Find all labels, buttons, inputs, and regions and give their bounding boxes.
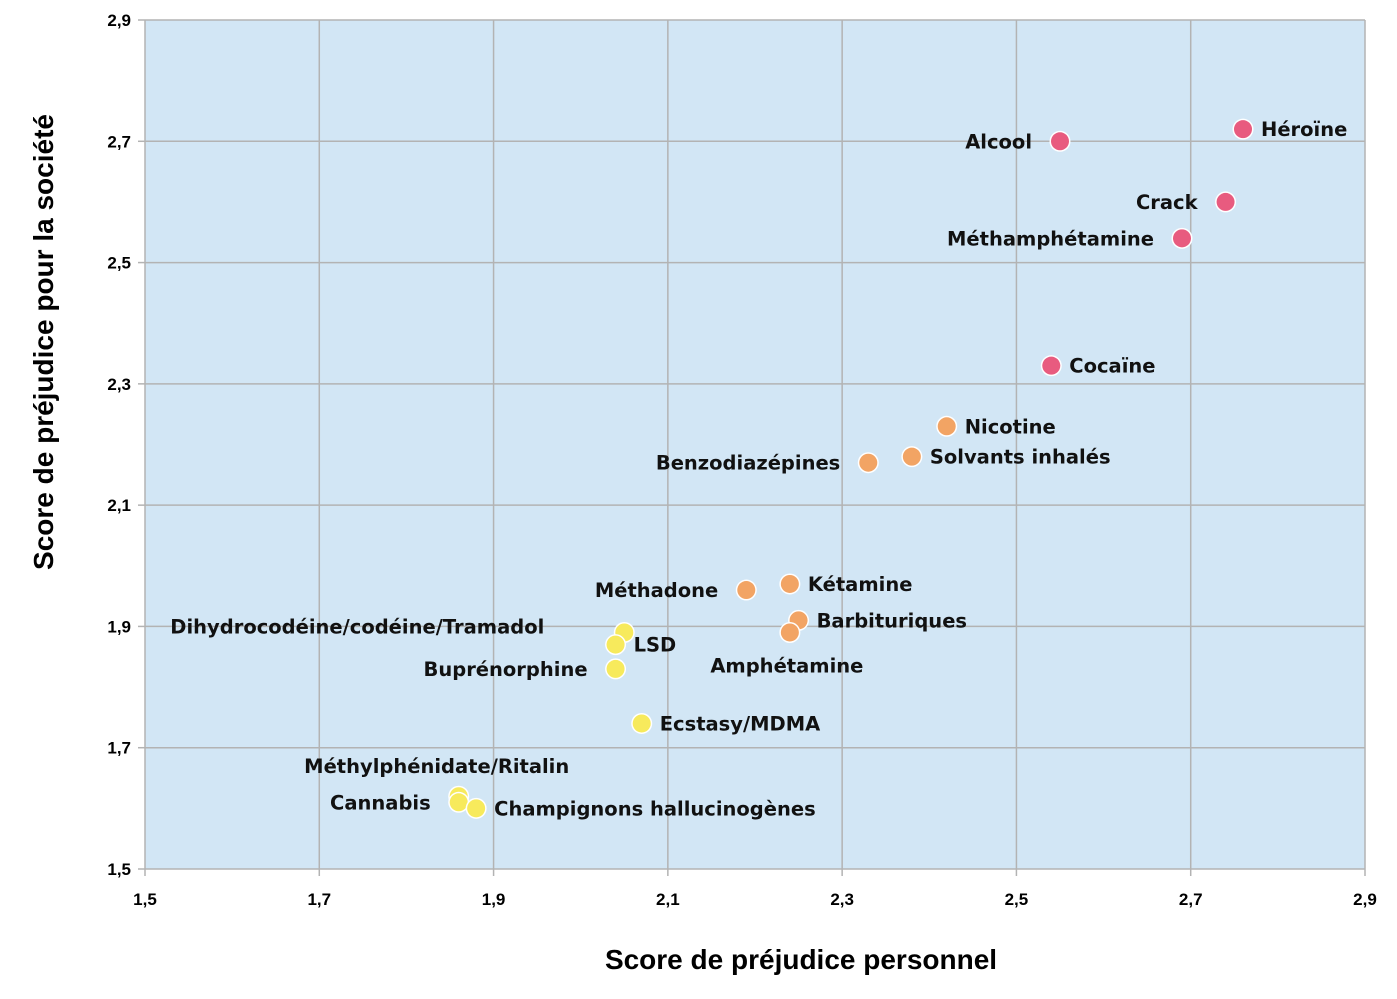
data-point: [937, 417, 956, 436]
point-label: Kétamine: [808, 573, 913, 596]
point-label: Amphétamine: [710, 654, 863, 677]
point-label: Alcool: [965, 130, 1032, 153]
data-point: [902, 447, 921, 466]
data-point: [1216, 192, 1235, 211]
y-tick-label: 2,3: [107, 375, 131, 394]
data-points: [448, 118, 1254, 819]
x-tick-label: 1,5: [133, 890, 157, 909]
point-label: Champignons hallucinogènes: [494, 797, 816, 820]
x-tick-label: 1,7: [307, 890, 331, 909]
y-tick-label: 1,7: [107, 739, 131, 758]
x-tick-label: 2,9: [1353, 890, 1377, 909]
data-point: [1173, 229, 1191, 248]
point-label: Méthylphénidate/Ritalin: [304, 755, 569, 778]
data-point: [1234, 120, 1252, 139]
point-label: LSD: [634, 634, 677, 657]
y-tick-label: 2,1: [107, 496, 131, 515]
y-axis-title: Score de préjudice pour la société: [28, 114, 59, 570]
data-point: [606, 659, 625, 678]
point-label: Buprénorphine: [423, 658, 587, 681]
x-tick-label: 2,7: [1179, 890, 1203, 909]
x-tick-label: 1,9: [482, 890, 506, 909]
x-tick-label: 2,1: [656, 890, 680, 909]
point-label: Dihydrocodéine/codéine/Tramadol: [170, 615, 544, 638]
point-label: Crack: [1136, 191, 1199, 214]
data-point: [780, 623, 799, 642]
point-label: Nicotine: [965, 415, 1056, 438]
y-tick-label: 2,5: [107, 254, 131, 273]
y-tick-label: 2,7: [107, 132, 131, 151]
point-label: Méthadone: [595, 579, 718, 602]
x-axis-ticks: 1,5 1,7 1,9 2,1 2,3 2,5 2,7 2,9: [133, 890, 1377, 909]
x-tick-label: 2,5: [1005, 890, 1029, 909]
data-point: [737, 581, 756, 600]
y-tick-label: 1,5: [107, 860, 131, 879]
point-label: Barbituriques: [817, 609, 967, 632]
grid-lines: [138, 19, 1366, 876]
y-tick-label: 2,9: [107, 11, 131, 30]
data-point: [1042, 356, 1061, 375]
data-point: [1051, 132, 1069, 151]
data-point: [449, 793, 468, 812]
point-label: Méthamphétamine: [947, 227, 1154, 250]
data-labels: Héroïne Alcool Crack Méthamphétamine Cocaïne…: [170, 118, 1347, 820]
y-axis-ticks: 1,5 1,7 1,9 2,1 2,3 2,5 2,7 2,9: [107, 11, 131, 879]
data-point: [780, 574, 799, 593]
y-tick-label: 1,9: [107, 617, 131, 636]
point-label: Benzodiazépines: [656, 452, 840, 475]
data-point: [859, 453, 878, 472]
x-axis-title: Score de préjudice personnel: [605, 944, 997, 975]
data-point: [606, 635, 625, 654]
x-tick-label: 2,3: [830, 890, 854, 909]
point-label: Ecstasy/MDMA: [660, 712, 821, 735]
point-label: Cocaïne: [1069, 355, 1155, 378]
plot-area: [145, 20, 1365, 869]
point-label: Solvants inhalés: [930, 446, 1111, 469]
data-point: [467, 799, 486, 818]
point-label: Héroïne: [1261, 118, 1347, 141]
point-label: Cannabis: [330, 791, 431, 814]
data-point: [632, 714, 651, 733]
